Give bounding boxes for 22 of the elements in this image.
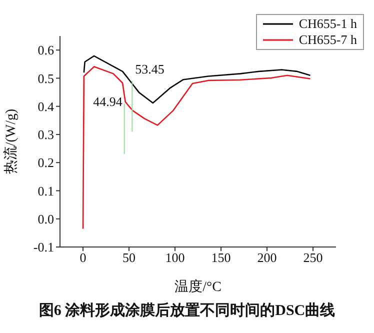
text: 图6 涂料形成涂膜后放置不同时间的DSC曲线	[38, 301, 336, 320]
line-series	[82, 66, 311, 230]
y-tick-label: 0.5	[38, 70, 54, 86]
x-tick-label: 50	[122, 250, 136, 266]
y-tick-label: 0.4	[38, 98, 54, 114]
x-axis-title: 温度/°C	[174, 279, 222, 295]
y-tick-label: 0.1	[38, 183, 54, 198]
annotation: 44.94	[93, 94, 123, 110]
x-tick-label: 250	[303, 250, 323, 266]
y-tick-label: 0.6	[38, 42, 54, 58]
y-tick-label: 0.3	[38, 127, 54, 142]
legend-label: CH655-7 h	[298, 32, 357, 48]
x-tick-label: 150	[211, 250, 231, 266]
y-tick-label: 0.2	[38, 155, 54, 170]
x-tick-label: 0	[80, 250, 86, 266]
annotation: 53.45	[135, 62, 164, 77]
x-tick-label: 200	[257, 250, 277, 266]
y-tick-label: 0.0	[38, 211, 54, 226]
y-axis-title: 热流/(W/g)	[2, 108, 19, 174]
y-tick-label: -0.1	[33, 240, 54, 255]
x-tick-label: 100	[165, 250, 185, 266]
legend-label: CH655-1 h	[298, 16, 357, 32]
